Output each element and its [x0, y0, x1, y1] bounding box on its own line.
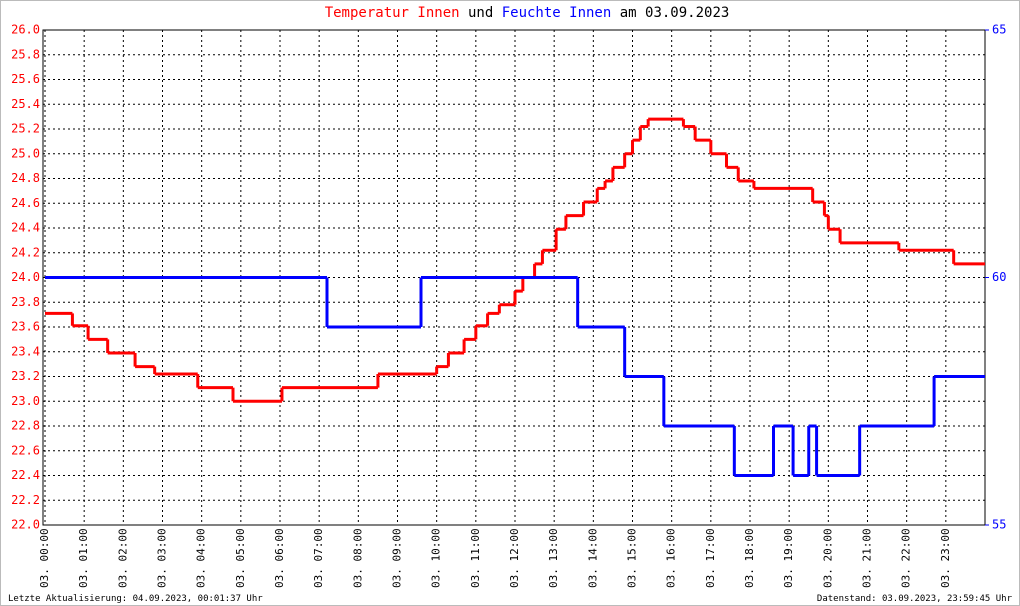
y-tick-label: 23.8: [11, 295, 40, 309]
title-series-1: Temperatur Innen: [325, 5, 460, 21]
y-tick-label: 22.0: [11, 518, 40, 532]
x-tick-label: 03. 07:00: [312, 528, 325, 588]
y-tick-label: 24.6: [11, 196, 40, 210]
y-tick-label: 22.6: [11, 443, 40, 457]
x-tick-label: 03. 17:00: [704, 528, 717, 588]
title-suffix: am 03.09.2023: [620, 5, 730, 21]
y-tick-label: 25.0: [11, 146, 40, 160]
x-tick-label: 03. 20:00: [821, 528, 834, 588]
y-tick-label: 23.6: [11, 320, 40, 334]
x-tick-label: 03. 19:00: [782, 528, 795, 588]
y-tick-label: 22.2: [11, 493, 40, 507]
footer-left: Letzte Aktualisierung: 04.09.2023, 00:01…: [8, 594, 263, 604]
y-tick-label: 22.8: [11, 419, 40, 433]
x-tick-label: 03. 05:00: [234, 528, 247, 588]
x-tick-label: 03. 12:00: [508, 528, 521, 588]
y-tick-label: 25.6: [11, 72, 40, 86]
x-tick-label: 03. 06:00: [273, 528, 286, 588]
x-tick-label: 03. 14:00: [586, 528, 599, 588]
y-tick-label: 25.8: [11, 47, 40, 61]
x-tick-label: 03. 11:00: [469, 528, 482, 588]
x-tick-label: 03. 13:00: [547, 528, 560, 588]
footer-right: Datenstand: 03.09.2023, 23:59:45 Uhr: [817, 594, 1013, 604]
x-tick-label: 03. 23:00: [939, 528, 952, 588]
title-joiner: und: [468, 5, 493, 21]
y-tick-label: 25.4: [11, 97, 40, 111]
y-tick-label: 25.2: [11, 122, 40, 136]
y2-tick-label: 65: [992, 23, 1006, 37]
title-series-2: Feuchte Innen: [502, 5, 612, 21]
x-tick-label: 03. 15:00: [626, 528, 639, 588]
x-tick-label: 03. 02:00: [116, 528, 129, 588]
x-tick-label: 03. 21:00: [861, 528, 874, 588]
y-tick-label: 23.0: [11, 394, 40, 408]
x-tick-label: 03. 10:00: [430, 528, 443, 588]
y-tick-label: 23.4: [11, 344, 40, 358]
y-tick-label: 24.4: [11, 221, 40, 235]
y-tick-label: 24.0: [11, 270, 40, 284]
y2-tick-label: 60: [992, 270, 1006, 284]
y-tick-label: 22.4: [11, 468, 40, 482]
x-tick-label: 03. 00:00: [38, 528, 51, 588]
x-tick-label: 03. 16:00: [665, 528, 678, 588]
y-tick-label: 24.8: [11, 171, 40, 185]
x-tick-label: 03. 08:00: [351, 528, 364, 588]
x-tick-label: 03. 01:00: [77, 528, 90, 588]
chart-title: Temperatur Innen und Feuchte Innen am 03…: [325, 5, 730, 21]
y-tick-label: 26.0: [11, 23, 40, 37]
x-tick-label: 03. 03:00: [156, 528, 169, 588]
x-tick-label: 03. 22:00: [900, 528, 913, 588]
y-tick-label: 23.2: [11, 369, 40, 383]
y2-tick-label: 55: [992, 518, 1006, 532]
x-tick-label: 03. 04:00: [195, 528, 208, 588]
x-tick-label: 03. 18:00: [743, 528, 756, 588]
x-tick-label: 03. 09:00: [391, 528, 404, 588]
y-tick-label: 24.2: [11, 245, 40, 259]
